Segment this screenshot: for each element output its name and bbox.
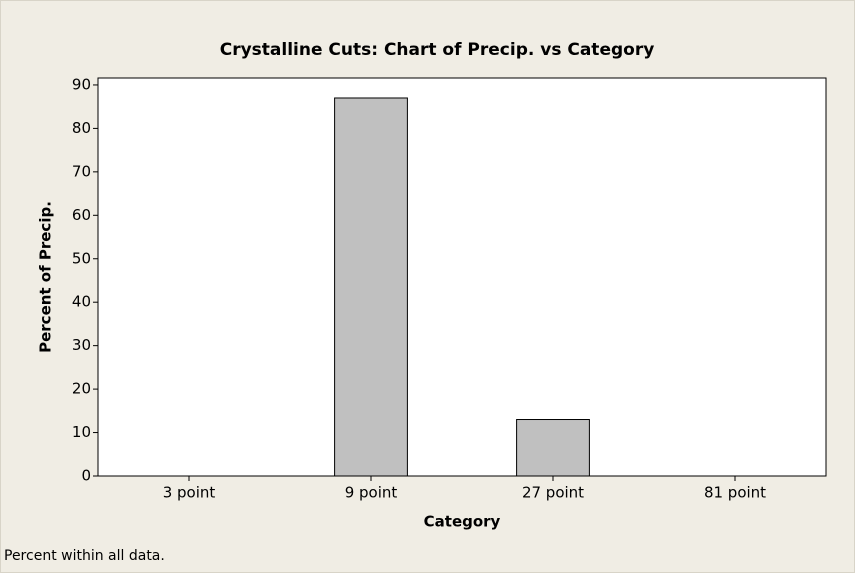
y-tick-label: 80: [72, 119, 91, 137]
chart-title: Crystalline Cuts: Chart of Precip. vs Ca…: [220, 40, 655, 60]
y-tick-label: 0: [81, 467, 91, 485]
bar: [334, 97, 408, 477]
y-tick-label: 20: [72, 380, 91, 398]
y-tick-label: 90: [72, 75, 91, 93]
footnote: Percent within all data.: [4, 548, 165, 564]
x-tick-label: 27 point: [522, 484, 584, 502]
y-tick-label: 30: [72, 336, 91, 354]
plot-area: [97, 77, 827, 477]
y-tick-label: 70: [72, 162, 91, 180]
x-tick-label: 3 point: [163, 484, 216, 502]
y-tick-label: 40: [72, 293, 91, 311]
x-axis-label: Category: [424, 513, 501, 531]
y-tick-label: 50: [72, 249, 91, 267]
x-tick-label: 9 point: [345, 484, 398, 502]
y-axis-label: Percent of Precip.: [37, 201, 55, 353]
x-tick-label: 81 point: [704, 484, 766, 502]
bar: [516, 419, 590, 477]
y-tick-label: 10: [72, 423, 91, 441]
y-tick-label: 60: [72, 206, 91, 224]
